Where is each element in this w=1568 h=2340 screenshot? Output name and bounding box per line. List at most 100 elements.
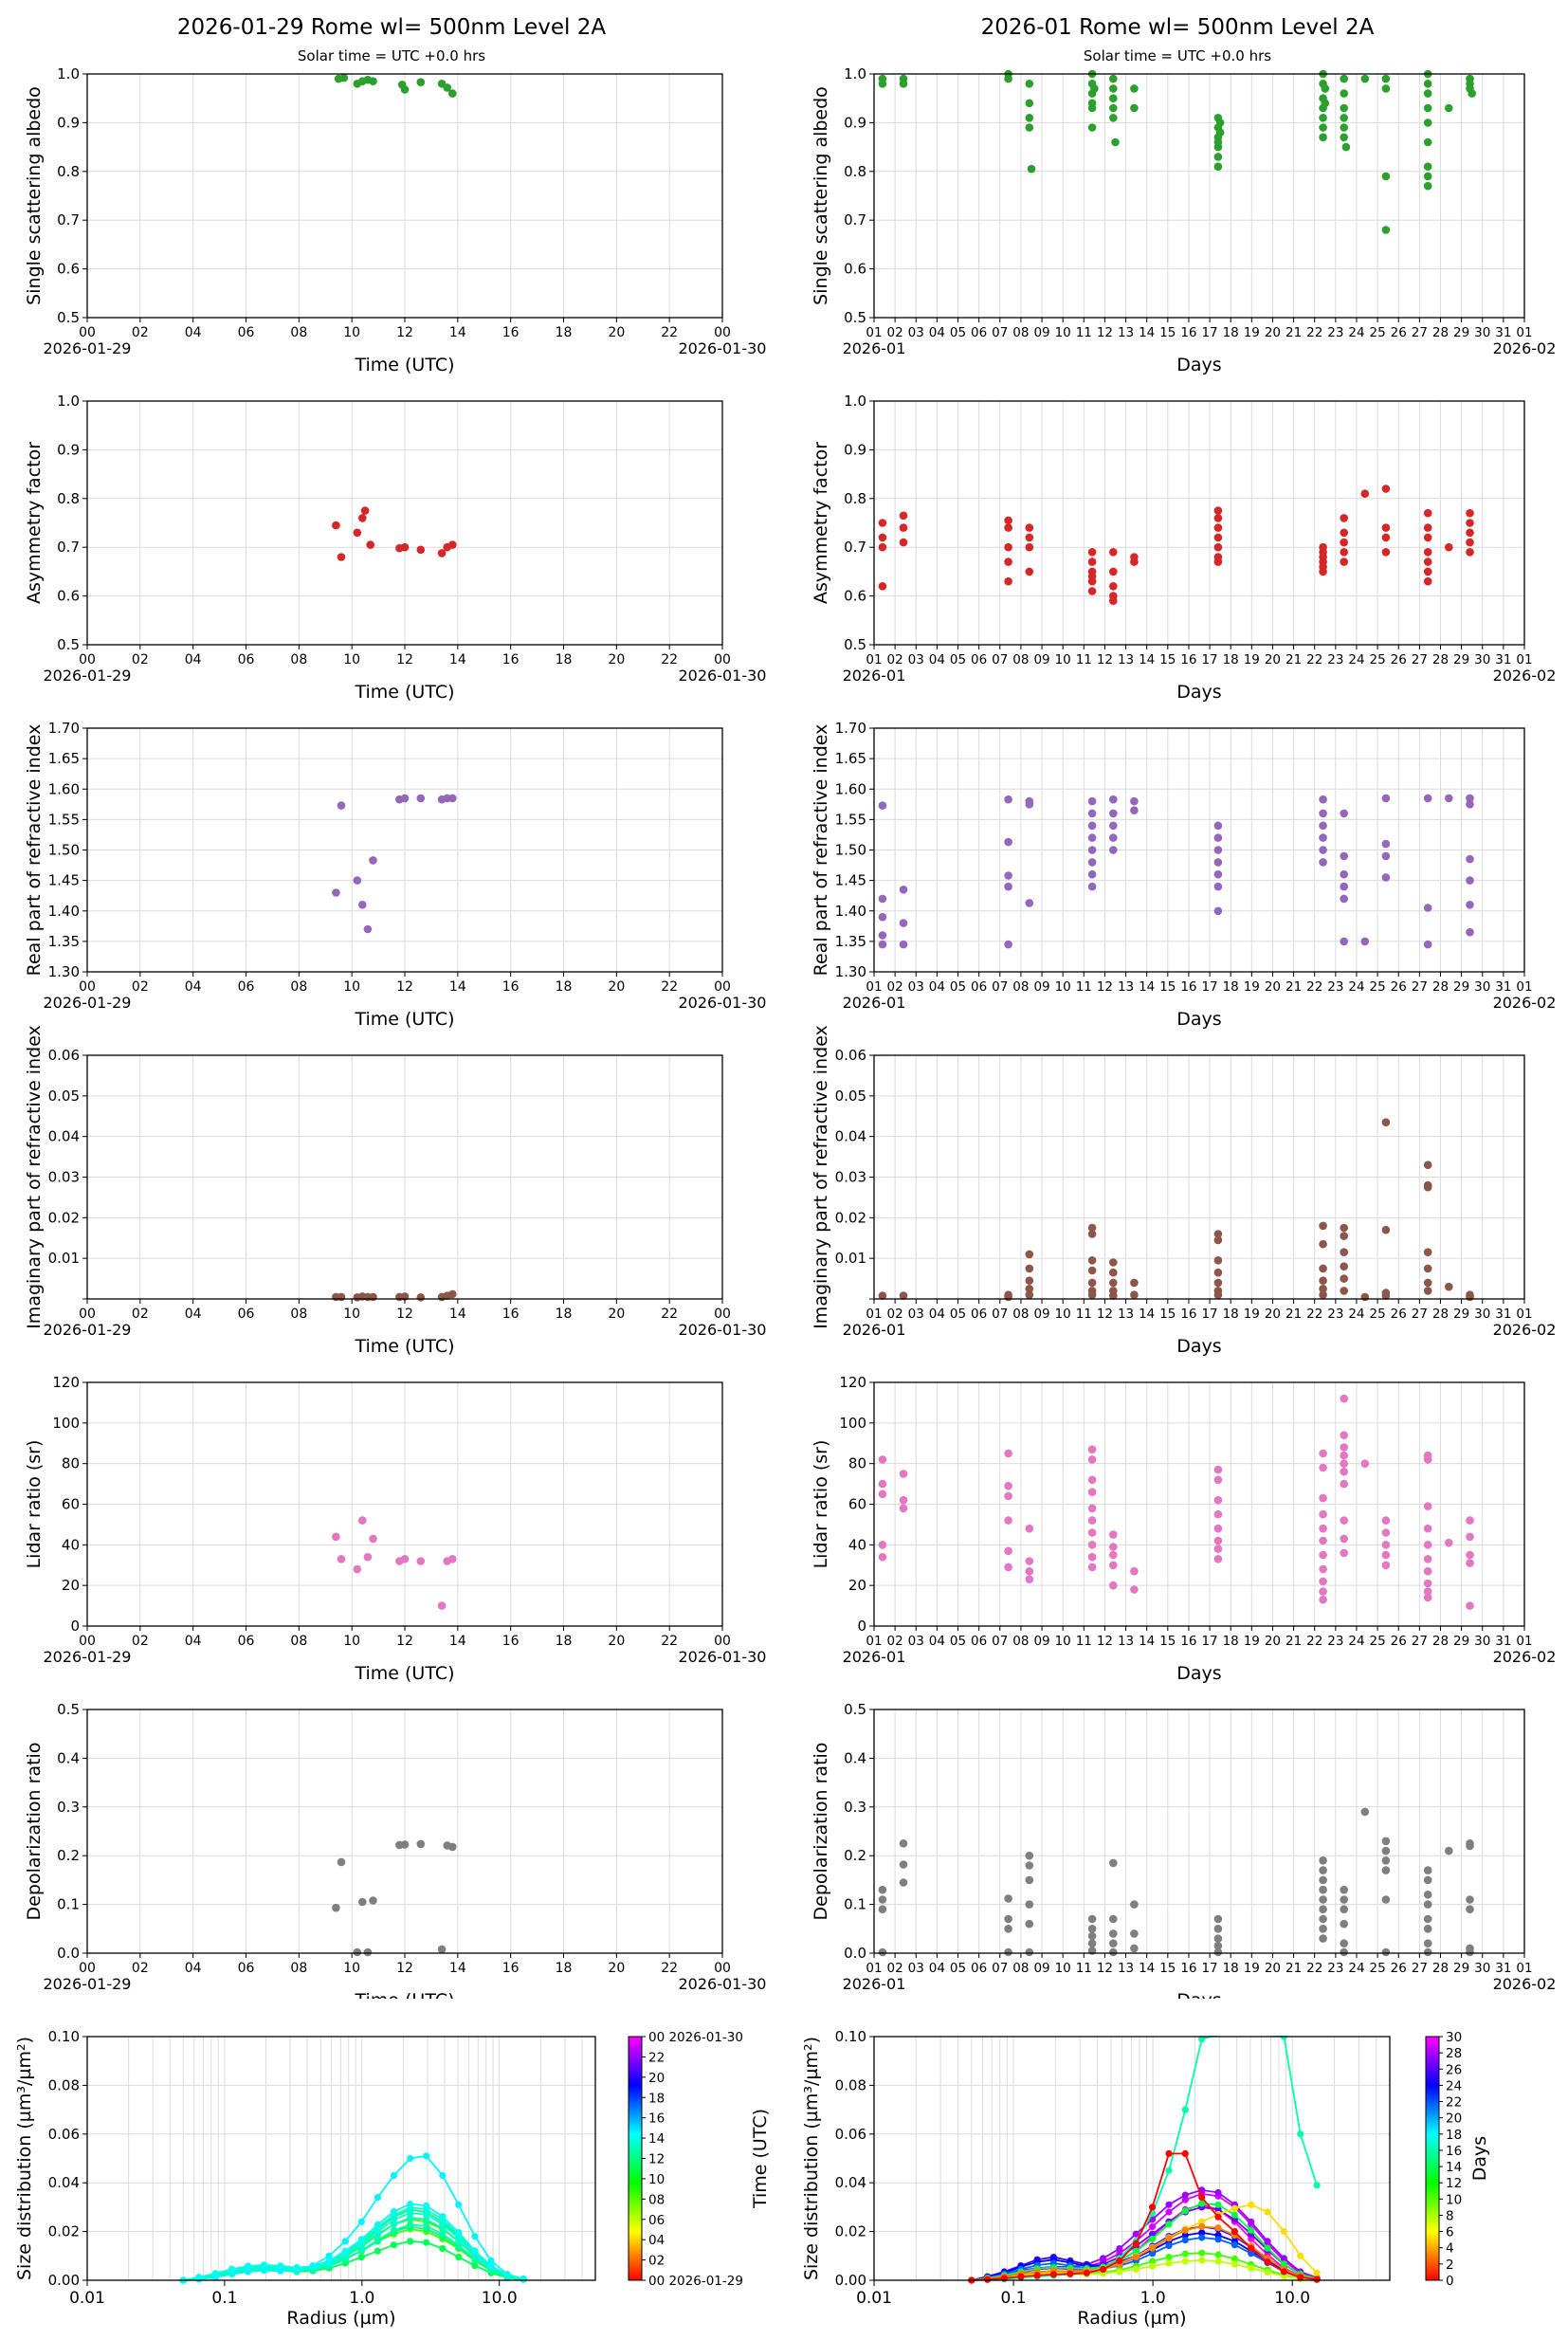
data-point	[337, 1292, 346, 1302]
y-tick-label: 0.3	[57, 1799, 80, 1816]
data-point	[1130, 1929, 1139, 1938]
data-point	[1313, 2269, 1321, 2276]
data-point	[423, 2152, 430, 2160]
data-point	[1340, 1905, 1348, 1913]
data-point	[1213, 1256, 1223, 1265]
x-tick-label: 27	[1412, 325, 1428, 340]
x-tick-label: 23	[1327, 1307, 1343, 1322]
data-point	[423, 2211, 430, 2219]
data-point	[878, 1895, 887, 1904]
y-tick-label: 1.0	[57, 393, 80, 410]
data-point	[1087, 548, 1097, 557]
x-end-date: 2026-01-30	[679, 1975, 767, 1993]
x-end-date: 2026-01-30	[679, 339, 767, 357]
x-tick-label: 13	[1118, 1961, 1134, 1976]
x-tick-label: 06	[971, 652, 987, 667]
data-point	[878, 894, 887, 904]
data-point	[899, 538, 908, 547]
data-point	[1297, 2252, 1304, 2259]
x-axis-label: Time (UTC)	[354, 1663, 454, 1684]
right-solar-time: Solar time = UTC +0.0 hrs	[1084, 47, 1271, 64]
data-point	[1109, 1914, 1118, 1924]
data-point	[228, 2265, 236, 2273]
x-tick-label: 16	[502, 1961, 520, 1976]
x-tick-label: 01	[1516, 1307, 1532, 1322]
data-point	[1213, 1278, 1223, 1288]
data-point	[1340, 1919, 1348, 1929]
y-axis-label: Depolarization ratio	[811, 1743, 831, 1921]
x-tick-label: 25	[1370, 979, 1386, 995]
data-point	[1025, 1276, 1034, 1285]
data-point	[1213, 1495, 1223, 1505]
data-point	[1116, 2245, 1123, 2253]
y-tick-label: 0.3	[844, 1799, 866, 1816]
x-tick-label: 02	[132, 1961, 149, 1976]
x-tick-label: 27	[1412, 652, 1428, 667]
data-point	[341, 2238, 349, 2245]
y-tick-label: 0.9	[844, 114, 866, 131]
x-tick-label: 04	[185, 652, 202, 667]
y-axis-label: Asymmetry factor	[811, 442, 831, 604]
x-tick-label: 22	[661, 652, 678, 667]
y-tick-label: 1.40	[835, 903, 866, 920]
data-point	[1423, 576, 1432, 586]
x-tick-label: 06	[238, 979, 255, 995]
data-point	[1319, 1285, 1327, 1293]
x-tick-label: 00	[714, 1961, 731, 1976]
colorbar-tick-label: 18	[648, 2091, 665, 2106]
x-tick-label: 18	[1223, 325, 1239, 340]
data-point	[471, 2247, 479, 2255]
data-point	[1319, 133, 1327, 142]
x-tick-label: 09	[1033, 979, 1049, 995]
data-point	[1381, 1846, 1391, 1856]
colorbar-tick-label: 2	[1446, 2258, 1454, 2273]
x-tick-label: 19	[1244, 325, 1260, 340]
data-point	[1025, 80, 1034, 88]
y-tick-label: 0.05	[835, 1088, 866, 1105]
x-tick-label: 03	[908, 1307, 924, 1322]
data-point	[1165, 2166, 1173, 2174]
data-point	[1198, 2234, 1206, 2241]
data-point	[899, 1504, 908, 1513]
data-point	[1087, 1939, 1097, 1947]
data-point	[1381, 839, 1391, 849]
x-tick-label: 16	[502, 1307, 520, 1322]
data-point	[1004, 1449, 1012, 1458]
x-tick-label: 24	[1348, 1961, 1364, 1976]
data-point	[1340, 1467, 1348, 1476]
x-tick-label: 23	[1327, 1961, 1343, 1976]
data-point	[1025, 1524, 1034, 1533]
data-point	[369, 856, 377, 865]
x-axis-label: Time (UTC)	[354, 1009, 454, 1030]
x-tick-label: 18	[556, 1634, 573, 1649]
data-point	[1319, 1587, 1327, 1596]
x-tick-label: 04	[185, 325, 202, 340]
x-tick-label: 10	[1055, 1961, 1071, 1976]
data-point	[1340, 123, 1348, 132]
x-tick-label: 22	[661, 1961, 678, 1976]
axes-frame	[873, 400, 1525, 646]
x-tick-label: 06	[238, 1307, 255, 1322]
data-point	[1423, 1593, 1432, 1602]
data-point	[1248, 2235, 1255, 2242]
data-point	[1213, 1914, 1223, 1924]
data-point	[439, 2171, 447, 2180]
x-tick-label: 04	[185, 1634, 202, 1649]
x-tick-label: 26	[1391, 652, 1407, 667]
left-figure-title: 2026-01-29 Rome wl= 500nm Level 2A	[177, 15, 606, 40]
data-point	[369, 77, 377, 85]
data-point	[1466, 1532, 1474, 1542]
data-point	[341, 2247, 349, 2255]
x-tick-label: 14	[1139, 1634, 1155, 1649]
data-point	[1248, 2226, 1255, 2234]
colorbar-label: Days	[1469, 2136, 1490, 2181]
data-point	[416, 1557, 426, 1565]
x-start-date: 2026-01-29	[44, 667, 132, 685]
x-tick-label: 09	[1033, 652, 1049, 667]
data-point	[363, 924, 373, 934]
x-start-date: 2026-01-29	[44, 1648, 132, 1666]
x-tick-label: 05	[950, 325, 966, 340]
x-tick-label: 25	[1370, 1307, 1386, 1322]
data-point	[1004, 523, 1012, 532]
panel-monthly-single-scattering-albedo: 0.5 0.6 0.7 0.8 0.9 1.0 01 02 03 04 05 06 07 08 09 10 11…	[811, 65, 1556, 375]
